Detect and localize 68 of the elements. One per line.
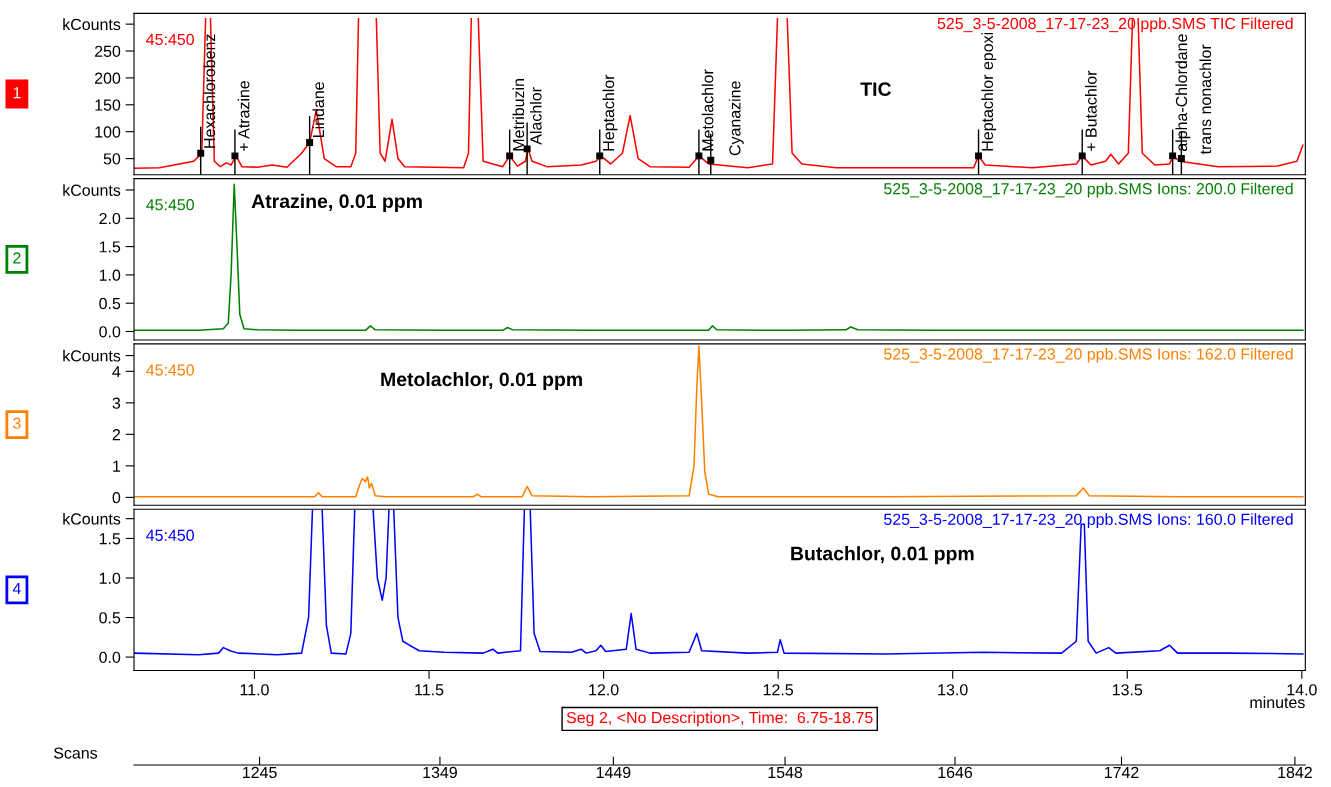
annotation: alpha-Chlordane xyxy=(1175,34,1191,152)
x2-tick-label: 1548 xyxy=(768,766,803,779)
y-tick-label: kCounts xyxy=(63,184,121,196)
y-tick-label: 50 xyxy=(103,153,121,165)
annotation: trans nonachlor xyxy=(1199,44,1212,155)
x2-tick-label: 1842 xyxy=(1278,766,1312,779)
chart-title: 525_3-5-2008_17-17-23_20 ppb.SMS Ions: 162.0 Filtered xyxy=(884,347,1293,363)
y-tick-label: kCounts xyxy=(63,349,121,362)
x-tick-label: 12.0 xyxy=(589,684,619,696)
y-tick-label: 1.0 xyxy=(99,269,121,281)
x-tick-label: 13.5 xyxy=(1112,684,1143,696)
x-tick-label: 13.0 xyxy=(938,684,968,696)
y-tick-label: 0.0 xyxy=(99,326,121,338)
annotation: Alachlor xyxy=(529,87,542,145)
y-tick-label: 1.5 xyxy=(99,241,121,253)
annotation: TIC xyxy=(860,82,892,97)
x2-axis-title: Scans xyxy=(54,747,98,759)
y-tick-label: 250 xyxy=(94,45,121,57)
y-tick-label: 0.5 xyxy=(99,612,121,624)
x2-tick-label: 1349 xyxy=(423,766,457,779)
annotation: Atrazine, 0.01 ppm xyxy=(251,193,422,212)
annotation: Metribuzin xyxy=(512,79,525,151)
text: Seg 2, <No Description>, Time: 6.75-18.75 xyxy=(566,711,873,727)
y-tick-label: 0.0 xyxy=(99,651,121,664)
annotation: Metolachlor, 0.01 ppm xyxy=(381,371,582,391)
x2-tick-label: 1449 xyxy=(596,766,631,779)
annotation: + Atrazine xyxy=(237,80,250,151)
text: 2 xyxy=(13,252,21,264)
chart-title: 525_3-5-2008_17-17-23_20 ppb.SMS Ions: 160.0 Filtered xyxy=(884,513,1293,529)
annotation: 45:450 xyxy=(146,364,194,376)
y-tick-label: 200 xyxy=(94,72,121,84)
annotation: Lindane xyxy=(312,82,325,137)
annotation: 45:450 xyxy=(146,529,194,541)
annotation: Heptachlor xyxy=(602,74,618,151)
text: 3 xyxy=(13,417,21,429)
y-tick-label: 4 xyxy=(112,366,121,378)
y-tick-label: 2 xyxy=(112,428,121,441)
annotation: Metolachlor xyxy=(701,69,714,151)
x-tick-label: 11.5 xyxy=(415,684,444,696)
x-tick-label: 11.0 xyxy=(240,684,269,696)
y-tick-label: 150 xyxy=(95,99,121,111)
y-tick-label: 1 xyxy=(113,460,121,472)
y-tick-label: 2.0 xyxy=(99,212,121,225)
y-tick-label: kCounts xyxy=(63,512,121,525)
x2-tick-label: 1245 xyxy=(243,766,277,779)
annotation: 45:450 xyxy=(146,33,194,46)
y-tick-label: 1.5 xyxy=(99,533,121,545)
line-series xyxy=(134,183,1304,332)
y-tick-label: 0.5 xyxy=(99,297,121,310)
chart-title: 525_3-5-2008_17-17-23_20 ppb.SMS Ions: 200.0 Filtered xyxy=(884,182,1293,198)
annotation: Cyanazine xyxy=(728,81,744,156)
y-tick-label: 0 xyxy=(112,492,121,504)
annotation: Heptachlor epoxi xyxy=(981,32,997,151)
y-tick-label: 1.0 xyxy=(99,572,121,584)
x2-tick-label: 1742 xyxy=(1104,766,1139,778)
text: 1 xyxy=(13,87,21,99)
annotation: + Butachlor xyxy=(1085,70,1097,151)
y-tick-label: 100 xyxy=(95,126,121,138)
annotation: Hexachlorobenz xyxy=(203,34,216,148)
y-tick-label: kCounts xyxy=(63,18,121,31)
y-tick-label: 3 xyxy=(112,397,121,409)
annotation: 45:450 xyxy=(146,199,194,211)
x2-tick-label: 1646 xyxy=(938,766,973,779)
annotation: Butachlor, 0.01 ppm xyxy=(791,546,974,565)
x-axis-title: minutes xyxy=(1250,696,1305,709)
text: 4 xyxy=(12,583,21,594)
x-tick-label: 14.0 xyxy=(1287,684,1317,696)
x-tick-label: 12.5 xyxy=(763,684,794,696)
